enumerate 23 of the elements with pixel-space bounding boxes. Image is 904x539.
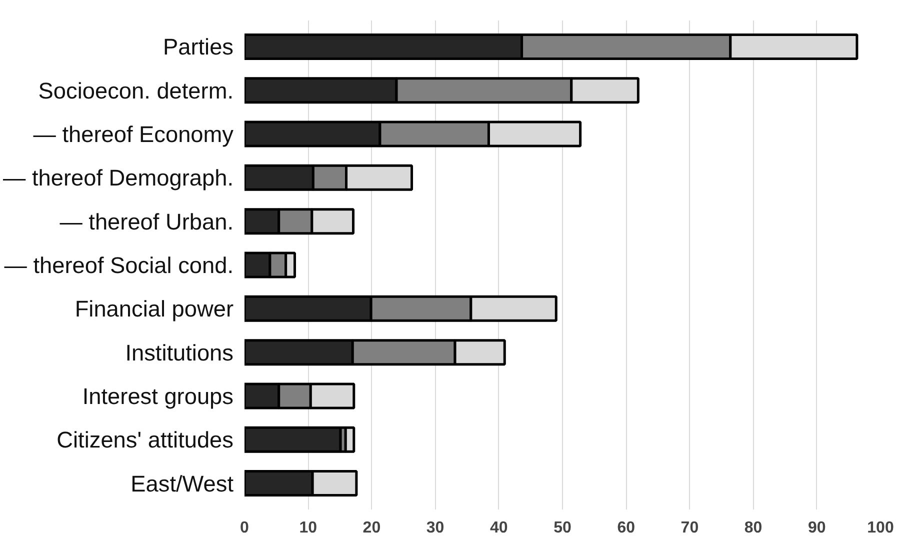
y-tick-label: Parties bbox=[162, 34, 234, 60]
bar bbox=[244, 426, 342, 453]
x-tick-label: 80 bbox=[744, 520, 762, 536]
y-tick-label: — thereof Urban. bbox=[60, 208, 234, 234]
x-tick-label: 90 bbox=[808, 520, 826, 536]
y-tick-label: — thereof Demograph. bbox=[3, 164, 234, 191]
x-tick-label: 70 bbox=[680, 520, 699, 536]
x-tick-label: 30 bbox=[426, 520, 444, 536]
y-tick-label: Citizens' attitudes bbox=[56, 426, 234, 453]
y-tick-label: Financial power bbox=[74, 296, 234, 322]
x-tick-label: 10 bbox=[299, 520, 318, 536]
x-tick-label: 0 bbox=[240, 520, 250, 536]
y-tick-label: — thereof Economy bbox=[33, 121, 234, 148]
x-tick-label: 40 bbox=[490, 520, 508, 536]
y-tick-label: — thereof Social cond. bbox=[4, 252, 234, 278]
x-tick-label: 50 bbox=[554, 520, 572, 536]
y-tick-label: Interest groups bbox=[82, 382, 234, 409]
x-tick-label: 100 bbox=[867, 520, 894, 536]
x-tick-label: 60 bbox=[617, 520, 636, 536]
y-tick-label: Institutions bbox=[125, 339, 234, 366]
y-tick-label: Socioecon. determ. bbox=[38, 77, 234, 104]
x-tick-label: 20 bbox=[362, 520, 381, 536]
y-tick-label: East/West bbox=[130, 470, 234, 496]
